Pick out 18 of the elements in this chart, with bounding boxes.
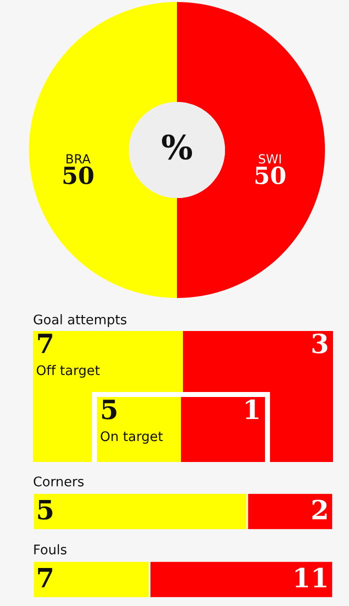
- data-label: 7: [38, 568, 52, 588]
- data-label: 2: [312, 500, 327, 520]
- category-label: On target: [100, 431, 163, 444]
- chart-title: Fouls: [34, 544, 66, 554]
- data-label: 5: [102, 400, 116, 420]
- text: %: [162, 134, 192, 160]
- slice-label: BRA: [66, 154, 91, 164]
- data-label: 7: [38, 334, 52, 354]
- chart-title: Corners: [34, 476, 84, 486]
- slice-label: SWI: [258, 154, 281, 164]
- data-label: 50: [256, 166, 286, 184]
- data-label: 11: [296, 568, 326, 588]
- text: Goal attempts: [34, 314, 126, 327]
- data-label: 1: [246, 399, 258, 420]
- data-label: 50: [64, 166, 94, 184]
- category-label: Off target: [36, 365, 100, 378]
- data-label: 5: [38, 500, 52, 520]
- data-label: 3: [312, 333, 328, 354]
